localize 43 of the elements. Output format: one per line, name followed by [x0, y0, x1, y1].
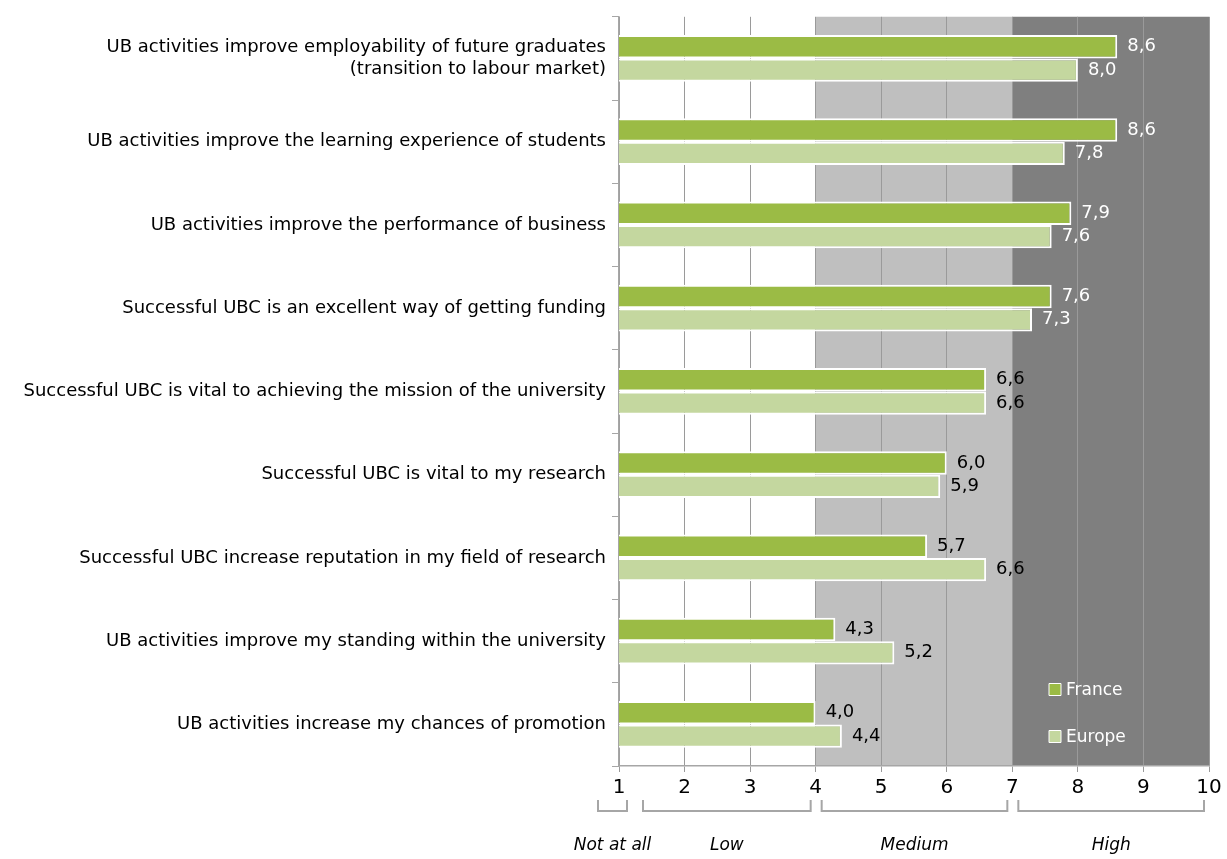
x-tick-label: 1	[612, 774, 626, 799]
data-label: 6,6	[996, 557, 1025, 579]
x-tick-label: 3	[743, 774, 757, 799]
legend-label: France	[1066, 678, 1123, 699]
x-tick-label: 5	[874, 774, 888, 799]
text: Medium	[880, 834, 949, 855]
y-tick-label: UB activities improve the learning experience of students	[87, 129, 606, 151]
data-label: 4,4	[851, 723, 881, 745]
data-label: 8,6	[1127, 117, 1156, 139]
y-tick-label: Successful UBC is vital to my research	[261, 462, 606, 484]
y-tick-label: UB activities improve the performance of business	[150, 212, 606, 234]
x-tick-label: 2	[678, 774, 691, 799]
y-tick-label: Successful UBC is vital to achieving the mission of the university	[23, 379, 607, 401]
y-tick-label: Successful UBC is an excellent way of getting funding	[122, 295, 606, 317]
data-label: 5,2	[904, 640, 933, 662]
x-tick-label: 10	[1196, 774, 1222, 799]
data-label: 7,6	[1061, 284, 1091, 306]
data-label: 7,8	[1074, 140, 1104, 162]
data-label: 4,0	[825, 700, 855, 722]
text: High	[1091, 834, 1131, 855]
data-label: 6,6	[996, 367, 1025, 389]
data-label: 7,3	[1042, 307, 1071, 329]
x-tick-label: 6	[940, 774, 954, 799]
text: Not at all	[573, 834, 652, 855]
data-label: 8,0	[1087, 57, 1117, 79]
legend-label: Europe	[1066, 725, 1126, 746]
data-label: 7,6	[1061, 224, 1091, 246]
y-tick-label: Successful UBC increase reputation in my field of research	[79, 545, 606, 567]
x-tick-label: 8	[1071, 774, 1085, 799]
data-label: 8,6	[1127, 34, 1156, 56]
data-label: 4,3	[845, 617, 874, 639]
x-tick-label: 7	[1005, 774, 1019, 799]
data-label: 6,0	[956, 450, 986, 472]
data-label: 7,9	[1081, 200, 1110, 222]
x-tick-label: 4	[809, 774, 823, 799]
x-tick-label: 9	[1137, 774, 1150, 799]
data-label: 5,7	[937, 533, 966, 555]
y-tick-label: UB activities improve employability of future graduates (transition to labour market)	[106, 35, 606, 78]
data-label: 5,9	[950, 473, 979, 495]
y-tick-label: UB activities increase my chances of promotion	[177, 712, 606, 734]
data-label: 6,6	[996, 390, 1025, 412]
text: Low	[709, 834, 744, 855]
y-tick-label: UB activities improve my standing within the university	[106, 628, 607, 650]
